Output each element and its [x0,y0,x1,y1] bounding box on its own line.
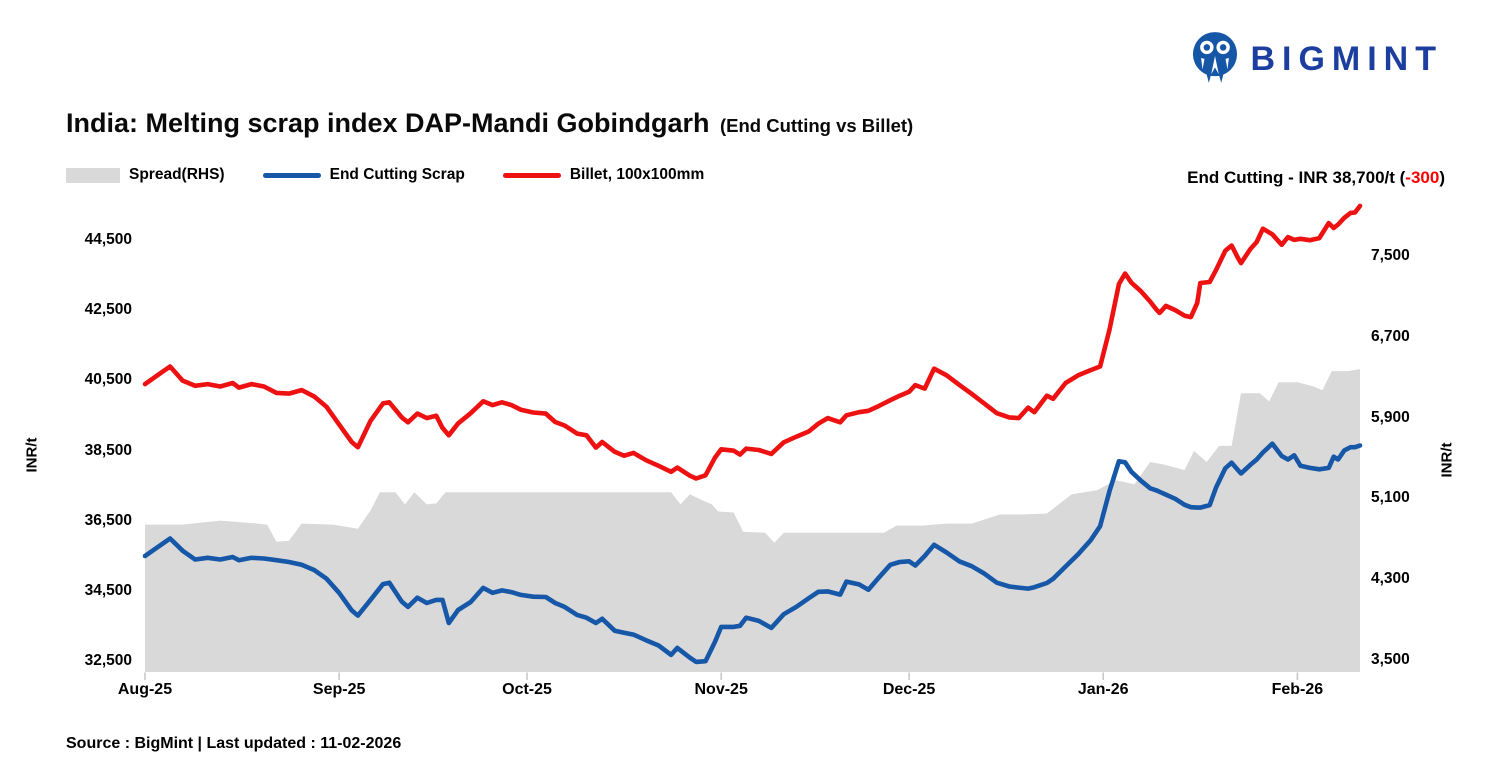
latest-price-annotation: End Cutting - INR 38,700/t (-300) [1187,168,1445,188]
tick-x-label: Aug-25 [117,681,173,698]
annotation-prefix: End Cutting - INR 38,700/t ( [1187,168,1406,187]
right-axis-title: INR/t [1438,442,1456,478]
annotation-change-value: -300 [1405,168,1440,187]
tick-x-label: Jan-26 [1077,681,1129,698]
legend-label-spread: Spread(RHS) [129,166,225,183]
tick-left-label: 32,500 [84,652,132,669]
tick-right-label: 7,500 [1371,247,1410,264]
annotation-suffix: ) [1439,168,1445,187]
tick-x-label: Dec-25 [882,681,936,698]
tick-left-label: 34,500 [84,581,132,599]
left-axis-title: INR/t [23,437,41,473]
legend-label-billet: Billet, 100x100mm [569,166,705,183]
tick-right-label: 3,500 [1371,651,1410,668]
tick-left-label: 40,500 [84,371,132,389]
series-billet-100x100mm [142,203,1363,481]
bigmint-logo-text: BIGMINT [1250,40,1443,78]
tick-x-label: Nov-25 [694,681,748,698]
tick-left-label: 44,500 [84,231,132,248]
tick-left-label: 36,500 [84,511,132,529]
spread-area-swatch [66,167,120,183]
chart-title-suffix: (End Cutting vs Billet) [719,115,914,136]
legend-item-end-cutting: End Cutting Scrap [262,166,465,184]
legend: Spread(RHS) End Cutting Scrap Billet, 10… [66,166,704,184]
bigmint-logo: BIGMINT [1192,30,1443,89]
chart-title: India: Melting scrap index DAP-Mandi Gob… [66,108,913,139]
tick-x-label: Oct-25 [502,681,552,698]
series-spread-rhs- [145,369,1360,672]
tick-right-label: 5,100 [1371,489,1410,507]
bigmint-logo-icon [1192,30,1238,89]
source-note: Source : BigMint | Last updated : 11-02-… [66,735,402,752]
series-end-cutting-scrap [142,441,1363,665]
tick-right-label: 5,900 [1371,408,1410,426]
tick-x-label: Sep-25 [312,681,366,698]
tick-x-label: Feb-26 [1271,681,1324,698]
tick-right-label: 4,300 [1371,570,1410,588]
billet-line-swatch [502,172,561,178]
legend-item-spread: Spread(RHS) [66,166,225,184]
legend-item-billet: Billet, 100x100mm [502,166,705,184]
tick-right-label: 6,700 [1371,327,1410,345]
tick-left-label: 38,500 [84,441,132,459]
end-cutting-line-swatch [262,172,321,178]
tick-left-label: 42,500 [84,301,132,319]
chart-title-main: India: Melting scrap index DAP-Mandi Gob… [66,108,710,138]
legend-label-end-cutting: End Cutting Scrap [329,166,465,183]
